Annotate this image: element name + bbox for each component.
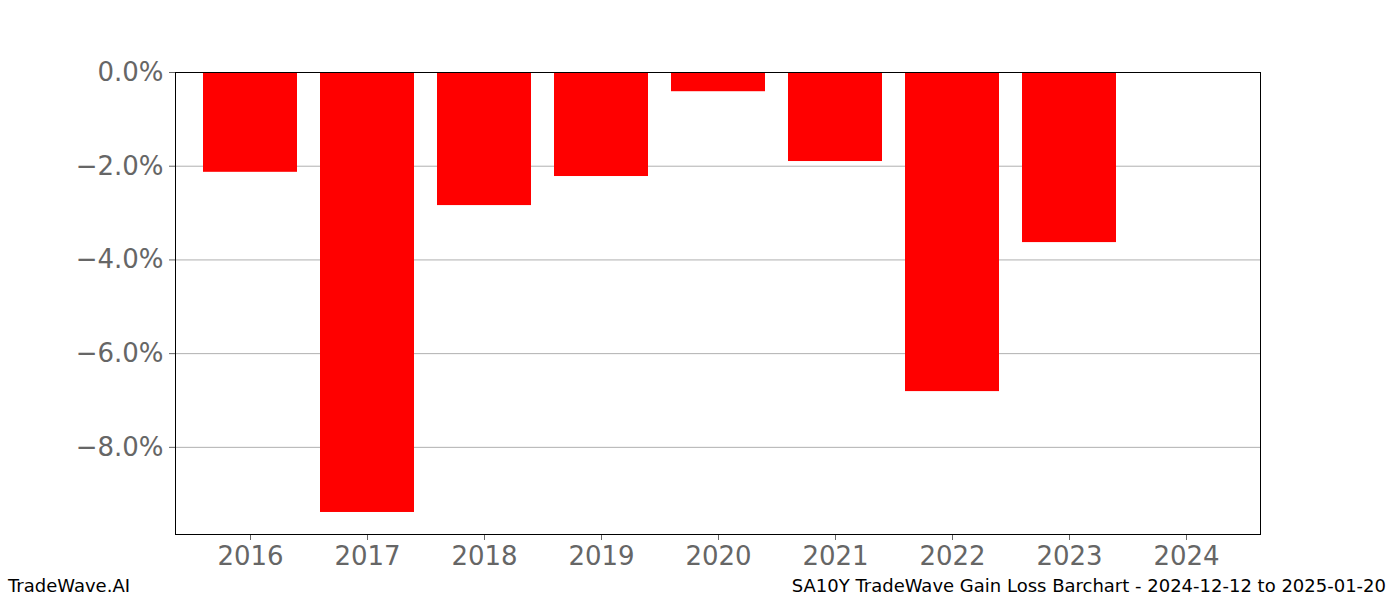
svg-text:2018: 2018	[451, 541, 517, 571]
svg-text:2024: 2024	[1153, 541, 1219, 571]
svg-text:2020: 2020	[685, 541, 751, 571]
svg-text:2021: 2021	[802, 541, 868, 571]
svg-text:2016: 2016	[217, 541, 283, 571]
html-text:SA10Y TradeWave Gain Loss Barc: SA10Y TradeWave Gain Loss Barchart - 202…	[791, 575, 1386, 596]
svg-text:2017: 2017	[334, 541, 400, 571]
svg-text:2023: 2023	[1036, 541, 1102, 571]
svg-text:−8.0%: −8.0%	[76, 432, 164, 462]
html-text:TradeWave.AI: TradeWave.AI	[8, 575, 130, 596]
svg-text:−6.0%: −6.0%	[76, 338, 164, 368]
svg-text:0.0%: 0.0%	[97, 57, 163, 87]
svg-text:2019: 2019	[568, 541, 634, 571]
svg-text:2022: 2022	[919, 541, 985, 571]
svg-text:−4.0%: −4.0%	[76, 244, 164, 274]
svg-text:−2.0%: −2.0%	[76, 151, 164, 181]
